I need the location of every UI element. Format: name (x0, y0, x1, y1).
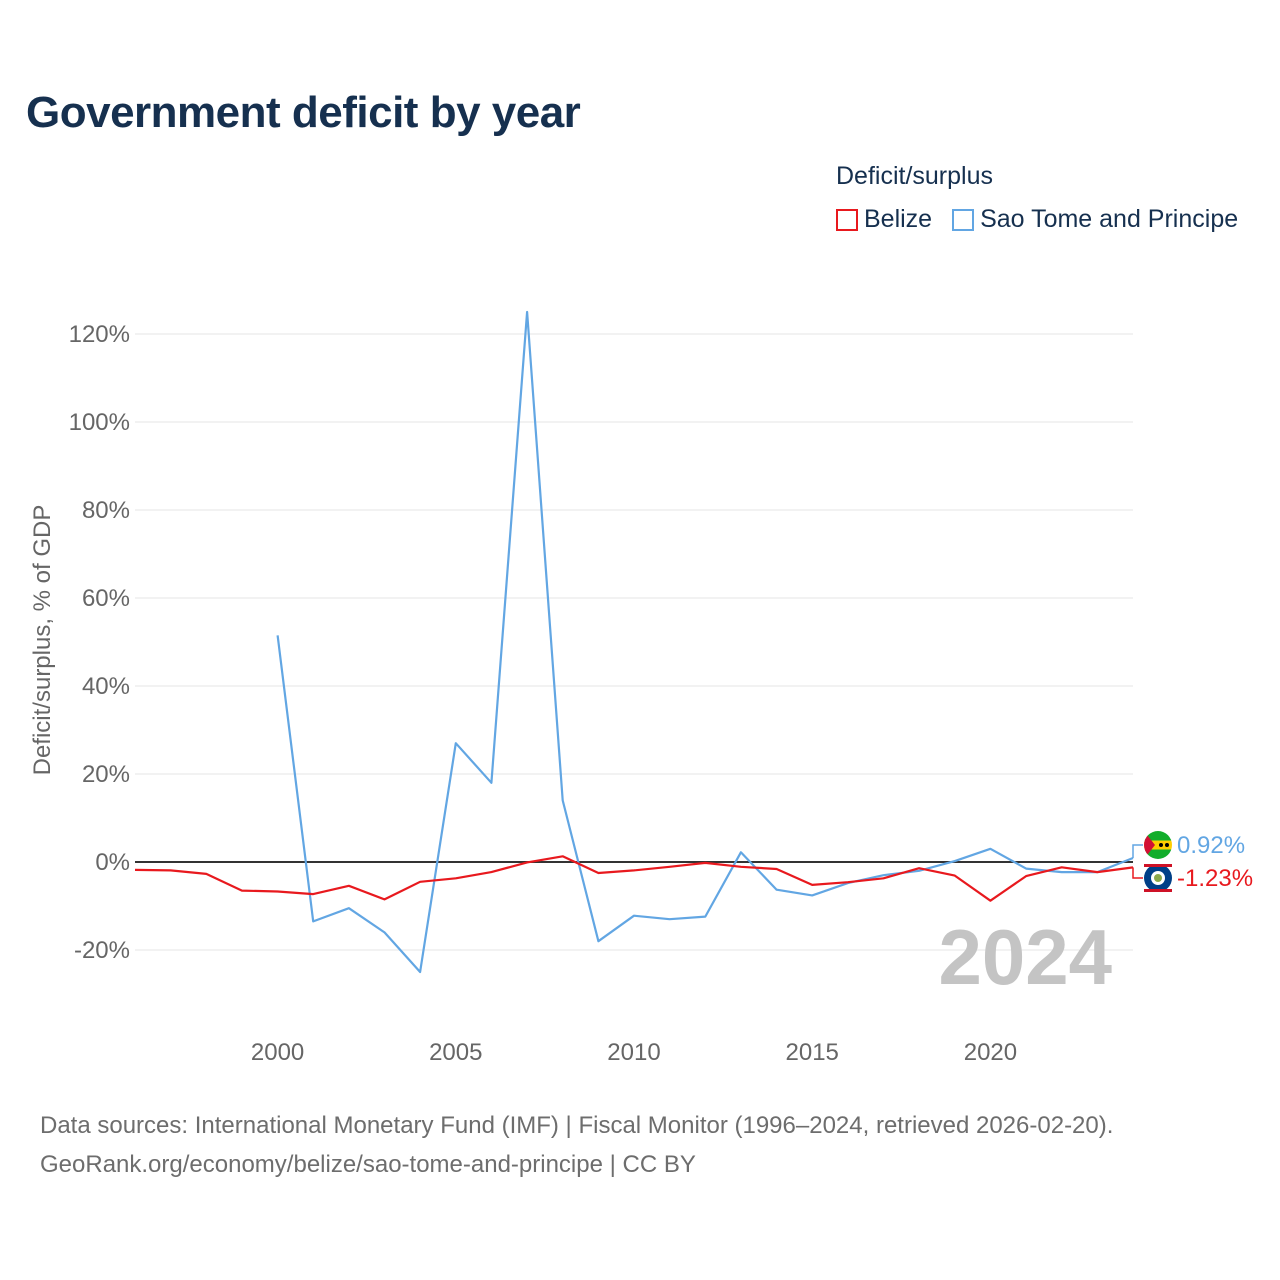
series-line-belize (134, 855, 1134, 902)
flag-icon-sao-tome (1144, 831, 1172, 859)
x-tick-label: 2020 (964, 1039, 1017, 1066)
legend-swatch-sao-tome (952, 208, 975, 231)
y-tick-label: 60% (82, 585, 130, 612)
y-tick-label: 100% (69, 409, 130, 436)
y-tick-label: 20% (82, 761, 130, 788)
x-tick-label: 2015 (786, 1039, 839, 1066)
x-tick-label: 2010 (607, 1039, 660, 1066)
series-line-sao-tome (276, 310, 1134, 974)
source-line-2[interactable]: GeoRank.org/economy/belize/sao-tome-and-… (40, 1151, 696, 1178)
source-note: Data sources: International Monetary Fun… (40, 1106, 1113, 1184)
y-tick-label: -20% (74, 937, 130, 964)
series-lines (134, 310, 1134, 974)
end-value-label-sao-tome: 0.92% (1177, 832, 1245, 859)
gridlines (135, 333, 1133, 951)
y-tick-label: 80% (82, 497, 130, 524)
source-line-1: Data sources: International Monetary Fun… (40, 1112, 1114, 1139)
y-tick-label: 0% (95, 849, 130, 876)
legend-item-belize[interactable]: Belize (836, 205, 932, 234)
legend-label-sao-tome: Sao Tome and Principe (980, 205, 1239, 233)
x-tick-label: 2000 (251, 1039, 304, 1066)
y-tick-label: 120% (69, 321, 130, 348)
y-axis-ticks: -20% 0% 20% 40% 60% 80% 100% 120% (69, 321, 130, 964)
end-connector-sao-tome (1132, 844, 1143, 858)
legend-item-sao-tome[interactable]: Sao Tome and Principe (952, 205, 1238, 234)
chart-title: Government deficit by year (26, 88, 581, 137)
legend-title: Deficit/surplus (836, 162, 993, 190)
year-watermark: 2024 (938, 913, 1112, 1001)
x-tick-label: 2005 (429, 1039, 482, 1066)
y-axis-label: Deficit/surplus, % of GDP (29, 505, 56, 776)
x-axis-ticks: 2000 2005 2010 2015 2020 (251, 1039, 1017, 1066)
legend: Deficit/surplus Belize Sao Tome and Prin… (836, 162, 1238, 234)
series-end-markers: 0.92% -1.23% (1132, 831, 1253, 892)
y-tick-label: 40% (82, 673, 130, 700)
legend-swatch-belize (836, 208, 858, 231)
end-connector-belize (1132, 867, 1143, 879)
flag-icon-belize (1144, 864, 1172, 892)
end-value-label-belize: -1.23% (1177, 865, 1253, 892)
legend-label-belize: Belize (864, 205, 933, 233)
